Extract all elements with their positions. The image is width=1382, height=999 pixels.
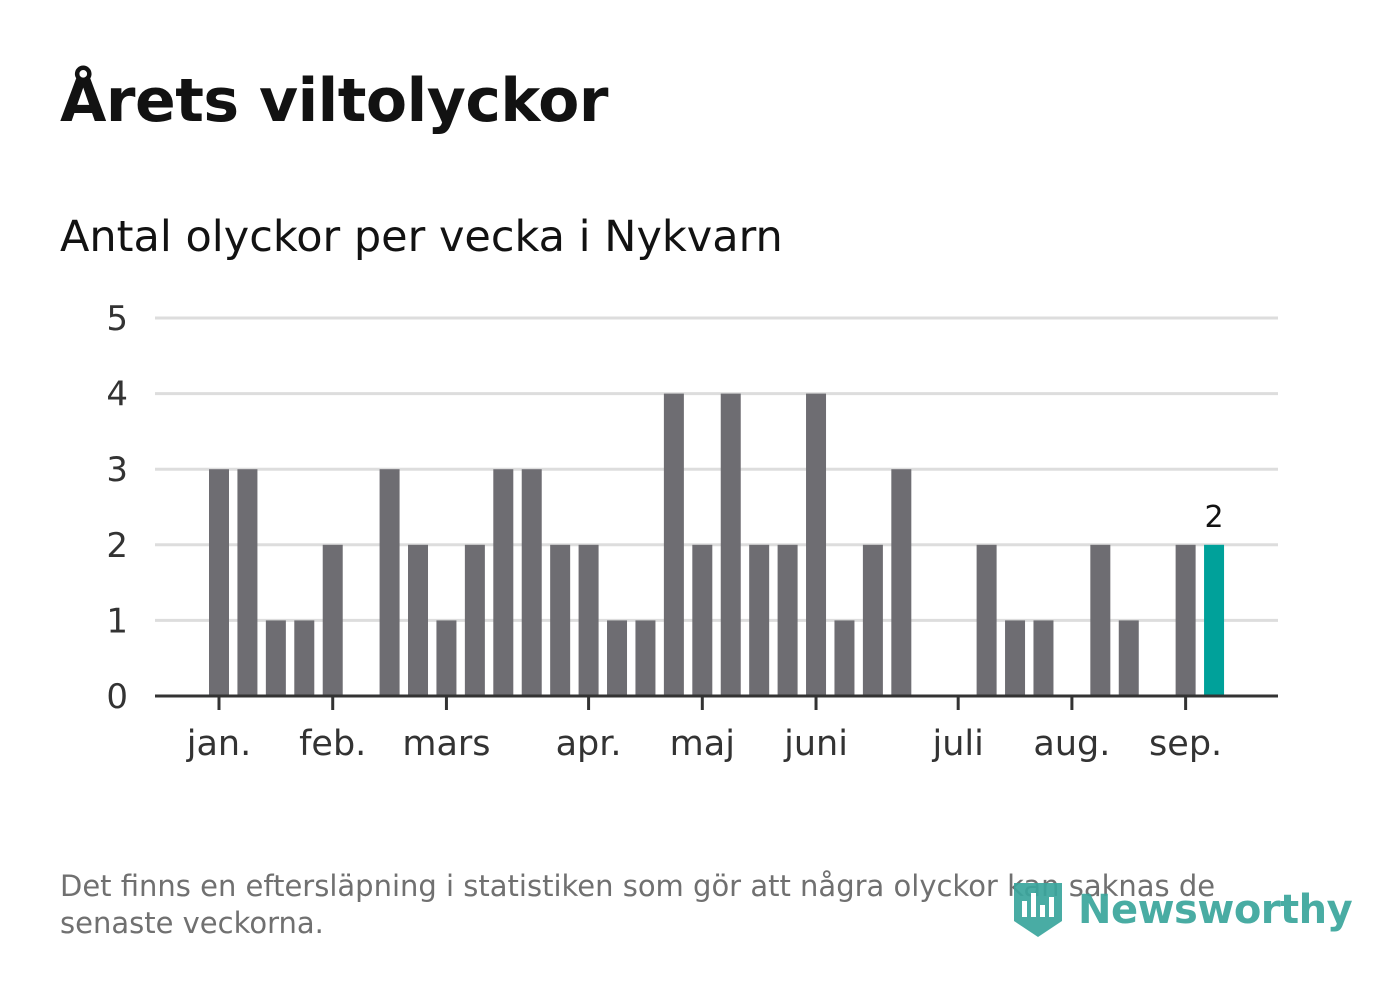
bar	[322, 544, 343, 696]
y-tick-label: 5	[106, 299, 128, 339]
bar	[1090, 544, 1111, 696]
bars	[209, 393, 1225, 696]
bar	[408, 544, 429, 696]
bar	[578, 544, 599, 696]
bar	[1005, 620, 1026, 696]
brand-logo: Newsworthy	[1010, 880, 1353, 940]
bar-chart: 0 1 2 3 4 5 2 jan. feb. mars apr. maj juni juli aug. se…	[106, 299, 1278, 764]
bar	[862, 544, 883, 696]
bar	[1033, 620, 1054, 696]
bar	[550, 544, 571, 696]
x-tick-label: maj	[670, 724, 735, 764]
bar	[749, 544, 770, 696]
brand-name: Newsworthy	[1078, 887, 1353, 933]
bar	[635, 620, 656, 696]
bar	[521, 469, 542, 696]
bar	[294, 620, 315, 696]
bar	[777, 544, 798, 696]
bar	[720, 393, 741, 696]
x-tick-label: sep.	[1149, 724, 1222, 764]
bar	[891, 469, 912, 696]
newsworthy-logo-icon	[1014, 883, 1062, 937]
x-tick-label: jan.	[186, 724, 251, 764]
labels: 0 1 2 3 4 5 2 jan. feb. mars apr. maj juni juli aug. se…	[106, 299, 1223, 764]
bar	[209, 469, 229, 696]
x-tick-label: aug.	[1033, 724, 1110, 764]
bar	[834, 620, 855, 696]
bar	[237, 469, 258, 696]
y-tick-label: 1	[106, 601, 128, 641]
bar	[464, 544, 485, 696]
y-tick-label: 0	[106, 677, 128, 717]
y-tick-label: 4	[106, 375, 128, 415]
x-tick-label: feb.	[299, 724, 366, 764]
y-tick-label: 2	[106, 526, 128, 566]
bar	[976, 544, 997, 696]
bar	[265, 620, 286, 696]
y-tick-label: 3	[106, 450, 128, 490]
bar	[1175, 544, 1196, 696]
bar	[607, 620, 628, 696]
axes	[155, 694, 1278, 710]
chart-subtitle: Antal olyckor per vecka i Nykvarn	[60, 212, 783, 262]
x-tick-label: juli	[932, 724, 984, 764]
x-tick-label: juni	[783, 724, 848, 764]
bar	[663, 393, 684, 696]
x-tick-label: mars	[402, 724, 490, 764]
bar-highlight	[1204, 544, 1225, 696]
bar	[493, 469, 514, 696]
chart-title: Årets viltolyckor	[60, 66, 609, 136]
bar	[379, 469, 400, 696]
bar	[692, 544, 713, 696]
bar	[436, 620, 457, 696]
bar	[806, 393, 827, 696]
x-tick-label: apr.	[556, 724, 622, 764]
data-label: 2	[1205, 500, 1224, 535]
bar	[1118, 620, 1139, 696]
